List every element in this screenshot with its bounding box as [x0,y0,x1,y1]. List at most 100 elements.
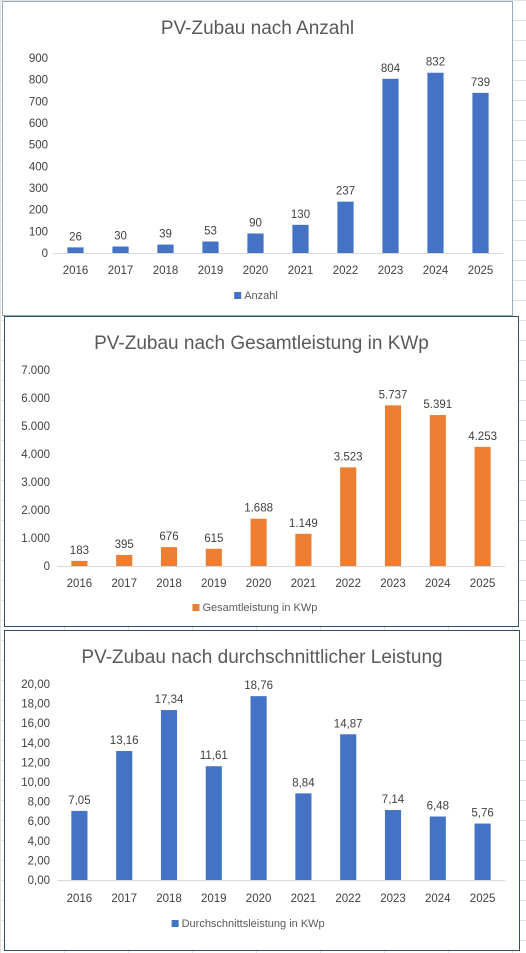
bar [205,766,222,880]
bar [429,816,446,880]
y-tick-label: 7.000 [21,365,50,377]
data-label: 30 [114,231,127,243]
y-tick-label: 700 [29,96,48,108]
chart-gesamtleistung-panel[interactable]: PV-Zubau nach Gesamtleistung in KWp 0 1.00… [4,316,519,627]
chart-title: PV-Zubau nach durchschnittlicher Leistun… [81,647,442,668]
y-tick-label: 2,00 [28,855,50,867]
bar [71,810,88,880]
legend-label: Anzahl [244,290,278,302]
bar [384,810,402,880]
bar [250,696,267,880]
y-tick-label: 14,00 [21,738,50,750]
x-tick-label: 2020 [243,265,269,277]
bar [160,710,178,880]
y-tick-label: 600 [29,118,48,130]
bar [160,547,178,566]
x-tick-label: 2018 [156,893,182,905]
chart-gesamtleistung: PV-Zubau nach Gesamtleistung in KWp 0 1.00… [21,333,505,614]
y-tick-label: 900 [29,53,48,65]
x-tick-label: 2023 [378,265,404,277]
y-tick-label: 6.000 [21,393,50,405]
bar [205,548,222,566]
x-tick-label: 2025 [470,578,496,590]
y-tick-label: 100 [29,226,48,238]
data-label: 13,16 [110,735,139,747]
x-tick-label: 2018 [153,265,179,277]
data-label: 5.391 [423,399,452,411]
y-tick-label: 1.000 [21,533,50,545]
bar [112,246,129,253]
bar [472,92,489,253]
data-label: 676 [159,531,178,543]
x-tick-label: 2025 [470,893,496,905]
y-tick-label: 4.000 [21,449,50,461]
bar [429,415,446,566]
x-tick-label: 2022 [333,265,359,277]
x-tick-label: 2025 [468,265,494,277]
x-tick-label: 2019 [198,265,224,277]
data-label: 183 [70,545,89,557]
bar [340,734,357,880]
data-label: 53 [204,226,217,238]
y-tick-label: 12,00 [21,757,50,769]
x-tick-label: 2020 [246,893,272,905]
x-tick-label: 2016 [67,578,93,590]
x-tick-label: 2024 [425,893,451,905]
data-label: 130 [291,209,310,221]
data-label: 6,48 [427,800,449,812]
y-tick-label: 400 [29,161,48,173]
data-label: 5.737 [379,389,408,401]
x-tick-label: 2022 [335,893,361,905]
x-tick-label: 2021 [291,893,317,905]
data-label: 39 [159,229,172,241]
bar [474,446,491,566]
x-tick-label: 2023 [380,578,406,590]
x-tick-label: 2019 [201,893,227,905]
bar [71,560,88,566]
y-tick-label: 0 [42,248,48,260]
y-tick-label: 8,00 [28,797,50,809]
x-tick-label: 2017 [111,893,137,905]
x-tick-label: 2017 [111,578,137,590]
bar [202,241,219,253]
data-label: 4.253 [468,431,497,443]
bar [295,533,312,566]
data-label: 395 [115,539,134,551]
bar [295,793,312,880]
data-label: 26 [69,231,82,243]
data-label: 17,34 [155,694,184,706]
bar [116,554,133,566]
y-tick-label: 18,00 [21,699,50,711]
bar [337,201,354,253]
x-tick-label: 2018 [156,578,182,590]
x-tick-label: 2021 [288,265,314,277]
bar [116,751,133,880]
y-tick-label: 2.000 [21,505,50,517]
legend-label: Durchschnittsleistung in KWp [182,918,325,930]
x-tick-label: 2021 [291,578,317,590]
chart-title: PV-Zubau nach Anzahl [161,18,354,39]
y-tick-label: 0 [44,561,50,573]
data-label: 832 [426,57,445,69]
legend-swatch [234,292,242,299]
bar [292,224,309,253]
data-label: 5,76 [471,808,493,820]
legend-label: Gesamtleistung in KWp [202,602,317,614]
data-label: 7,05 [68,795,90,807]
chart-anzahl-panel[interactable]: PV-Zubau nach Anzahl 0 100 200 300 400 500 600 7… [2,1,513,316]
data-label: 18,76 [244,680,273,692]
x-tick-label: 2020 [246,578,272,590]
x-tick-label: 2017 [108,265,134,277]
x-tick-label: 2024 [423,265,449,277]
data-label: 3.523 [334,451,363,463]
x-tick-label: 2023 [380,893,406,905]
x-tick-label: 2024 [425,578,451,590]
bar [384,405,402,566]
data-label: 237 [336,186,355,198]
data-label: 14,87 [334,718,363,730]
data-label: 7,14 [382,794,405,806]
chart-anzahl: PV-Zubau nach Anzahl 0 100 200 300 400 500 600 7… [29,18,503,302]
chart-durchschnitt-panel[interactable]: PV-Zubau nach durchschnittlicher Leistun… [4,630,520,951]
data-label: 804 [381,63,401,75]
y-tick-label: 300 [29,183,48,195]
